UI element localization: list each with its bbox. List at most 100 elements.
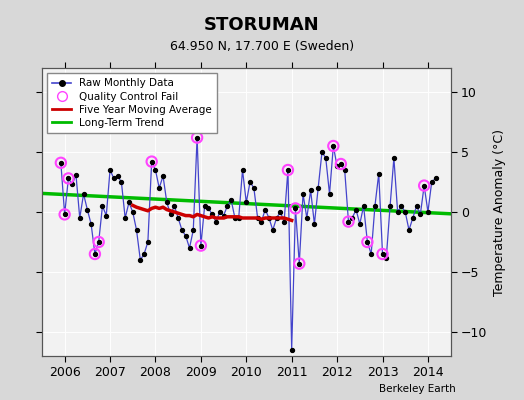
Point bbox=[238, 167, 247, 173]
Point bbox=[295, 260, 303, 267]
Point bbox=[416, 211, 424, 218]
Point bbox=[208, 211, 216, 218]
Point bbox=[147, 158, 156, 165]
Point bbox=[428, 179, 436, 185]
Point bbox=[424, 209, 432, 215]
Point bbox=[291, 205, 300, 212]
Point bbox=[303, 215, 311, 221]
Point bbox=[314, 185, 322, 191]
Point bbox=[185, 245, 194, 251]
Point bbox=[57, 160, 65, 166]
Point bbox=[291, 205, 300, 212]
Point bbox=[102, 212, 111, 219]
Point bbox=[329, 143, 337, 149]
Point bbox=[337, 161, 345, 167]
Point bbox=[246, 179, 254, 185]
Point bbox=[280, 218, 288, 225]
Point bbox=[341, 167, 349, 173]
Point bbox=[193, 134, 201, 141]
Point bbox=[196, 242, 205, 249]
Point bbox=[272, 215, 281, 221]
Point bbox=[117, 179, 126, 185]
Point bbox=[378, 251, 387, 257]
Point bbox=[337, 161, 345, 167]
Point bbox=[333, 163, 341, 170]
Point bbox=[394, 209, 402, 215]
Point bbox=[167, 211, 175, 218]
Point bbox=[91, 251, 99, 257]
Y-axis label: Temperature Anomaly (°C): Temperature Anomaly (°C) bbox=[493, 128, 506, 296]
Point bbox=[367, 251, 375, 257]
Point bbox=[189, 227, 198, 233]
Point bbox=[348, 215, 356, 221]
Point bbox=[371, 203, 379, 209]
Point bbox=[269, 227, 277, 233]
Point bbox=[254, 215, 262, 221]
Point bbox=[359, 203, 368, 209]
Point bbox=[125, 199, 133, 206]
Point bbox=[431, 175, 440, 182]
Point bbox=[420, 182, 428, 189]
Point bbox=[181, 233, 190, 239]
Point bbox=[344, 218, 353, 225]
Point bbox=[318, 149, 326, 155]
Point bbox=[382, 254, 390, 261]
Point bbox=[276, 209, 285, 215]
Point bbox=[307, 187, 315, 194]
Point bbox=[140, 251, 148, 257]
Point bbox=[295, 260, 303, 267]
Point bbox=[57, 160, 65, 166]
Point bbox=[193, 134, 201, 141]
Point bbox=[128, 209, 137, 215]
Point bbox=[94, 239, 103, 245]
Point bbox=[325, 191, 334, 197]
Point bbox=[136, 257, 145, 263]
Point bbox=[283, 167, 292, 173]
Point bbox=[113, 173, 122, 179]
Point bbox=[151, 167, 160, 173]
Point bbox=[68, 181, 77, 188]
Point bbox=[390, 155, 398, 161]
Point bbox=[162, 199, 171, 206]
Point bbox=[261, 206, 269, 213]
Point bbox=[155, 185, 163, 191]
Point bbox=[235, 215, 243, 221]
Point bbox=[378, 251, 387, 257]
Point bbox=[329, 143, 337, 149]
Point bbox=[196, 242, 205, 249]
Legend: Raw Monthly Data, Quality Control Fail, Five Year Moving Average, Long-Term Tren: Raw Monthly Data, Quality Control Fail, … bbox=[47, 73, 217, 133]
Point bbox=[178, 227, 186, 233]
Point bbox=[299, 191, 307, 197]
Text: STORUMAN: STORUMAN bbox=[204, 16, 320, 34]
Point bbox=[133, 227, 141, 233]
Point bbox=[322, 155, 330, 161]
Point bbox=[231, 215, 239, 221]
Point bbox=[412, 203, 421, 209]
Point bbox=[147, 158, 156, 165]
Point bbox=[310, 221, 319, 227]
Point bbox=[99, 203, 107, 209]
Point bbox=[91, 251, 99, 257]
Point bbox=[204, 205, 213, 212]
Point bbox=[79, 191, 88, 197]
Point bbox=[363, 239, 372, 245]
Point bbox=[144, 239, 152, 245]
Text: Berkeley Earth: Berkeley Earth bbox=[379, 384, 456, 394]
Point bbox=[94, 239, 103, 245]
Point bbox=[401, 209, 409, 215]
Point bbox=[257, 218, 266, 225]
Point bbox=[283, 167, 292, 173]
Point bbox=[375, 170, 383, 177]
Point bbox=[60, 211, 69, 218]
Point bbox=[212, 218, 220, 225]
Point bbox=[288, 347, 296, 353]
Point bbox=[363, 239, 372, 245]
Point bbox=[72, 172, 80, 178]
Point bbox=[106, 167, 114, 173]
Point bbox=[121, 215, 129, 221]
Point bbox=[201, 203, 209, 209]
Point bbox=[75, 215, 84, 221]
Point bbox=[223, 203, 232, 209]
Point bbox=[420, 182, 428, 189]
Point bbox=[215, 209, 224, 215]
